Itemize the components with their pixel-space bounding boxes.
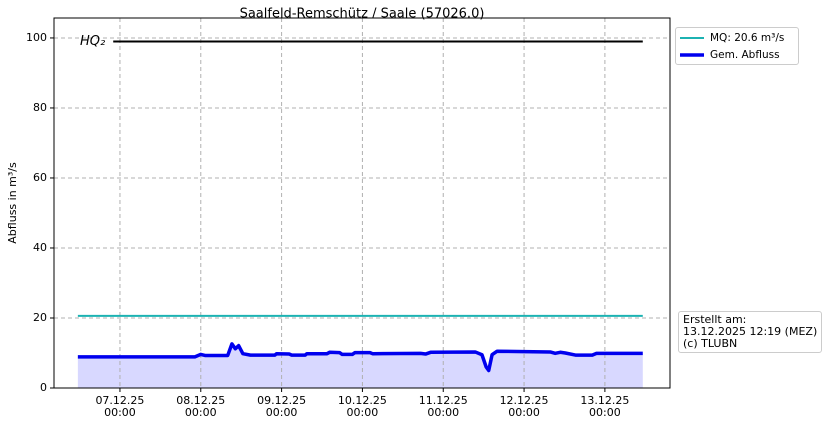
note: Erstellt am: 13.12.2025 12:19 (MEZ) (c) …: [678, 311, 823, 353]
legend: MQ: 20.6 m³/s Gem. Abfluss: [675, 27, 799, 65]
legend-label: Gem. Abfluss: [710, 49, 780, 61]
reference-label: HQ₂: [80, 34, 105, 49]
x-tick-label: 09.12.25 00:00: [257, 394, 307, 419]
legend-svg: MQ: 20.6 m³/s Gem. Abfluss: [680, 32, 784, 61]
x-tick-label: 10.12.25 00:00: [337, 394, 387, 419]
y-tick-label: 100: [26, 31, 47, 44]
x-tick-label: 11.12.25 00:00: [418, 394, 468, 419]
y-tick-label: 0: [40, 381, 47, 394]
x-tick-label: 08.12.25 00:00: [176, 394, 226, 419]
x-tick-label: 07.12.25 00:00: [95, 394, 145, 419]
y-tick-label: 20: [33, 311, 47, 324]
x-tick-label: 12.12.25 00:00: [499, 394, 549, 419]
y-tick-label: 40: [33, 241, 47, 254]
y-tick-label: 80: [33, 101, 47, 114]
x-tick-label: 13.12.25 00:00: [580, 394, 630, 419]
y-axis-label: Abfluss in m³/s: [6, 162, 19, 244]
plot-frame: [53, 17, 671, 389]
area: [77, 343, 643, 388]
line: [77, 342, 643, 373]
legend-label: MQ: 20.6 m³/s: [710, 32, 784, 44]
y-tick-label: 60: [33, 171, 47, 184]
